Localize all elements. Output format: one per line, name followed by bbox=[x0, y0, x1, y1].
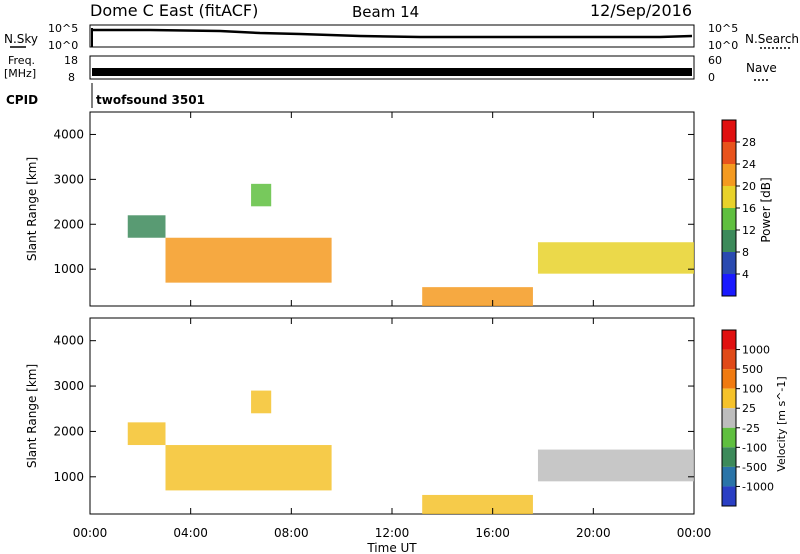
time-tick-label: 00:00 bbox=[677, 526, 712, 540]
power-colorbar-tick-label: 12 bbox=[742, 224, 756, 237]
power-colorbar-segment bbox=[722, 252, 736, 274]
velocity-ytick-label: 1000 bbox=[53, 470, 84, 484]
velocity-ytick-label: 2000 bbox=[53, 424, 84, 438]
power-colorbar-tick-label: 28 bbox=[742, 136, 756, 149]
cpid-program: twofsound 3501 bbox=[96, 93, 205, 107]
power-colorbar-tick-label: 4 bbox=[742, 268, 749, 281]
velocity-scatter-region bbox=[165, 445, 332, 491]
velocity-colorbar-tick-label: -100 bbox=[742, 441, 767, 454]
power-colorbar-segment bbox=[722, 208, 736, 230]
freq-frame bbox=[89, 55, 695, 80]
velocity-colorbar-segment bbox=[722, 427, 736, 448]
power-colorbar-segment bbox=[722, 274, 736, 296]
power-heatmap bbox=[127, 183, 694, 306]
velocity-scatter-region bbox=[537, 449, 694, 482]
velocity-colorbar-tick-label: 100 bbox=[742, 383, 763, 396]
velocity-colorbar-segment bbox=[722, 447, 736, 467]
velocity-colorbar-frame bbox=[721, 329, 737, 507]
time-axis-label: Time UT bbox=[366, 541, 417, 554]
velocity-colorbar-tick-label: 1000 bbox=[742, 344, 770, 357]
beam-title: Beam 14 bbox=[352, 3, 419, 21]
freq-tick-bottom: 8 bbox=[68, 71, 75, 84]
time-tick-label: 04:00 bbox=[173, 526, 208, 540]
power-panel: 4000 3000 2000 1000 Slant Range [km] 28 24 20… bbox=[25, 111, 773, 307]
velocity-colorbar-tick-label: -1000 bbox=[742, 480, 774, 493]
power-ytick-label: 1000 bbox=[53, 262, 84, 276]
velocity-colorbar-tick-label: -500 bbox=[742, 461, 767, 474]
time-axis: 00:00 04:00 08:00 12:00 16:00 20:00 00:00 bbox=[73, 112, 712, 540]
velocity-colorbar-segment bbox=[722, 466, 736, 487]
velocity-colorbar-segment bbox=[722, 388, 736, 409]
nave-tick-bottom: 0 bbox=[708, 71, 715, 84]
power-colorbar-segment bbox=[722, 230, 736, 252]
power-colorbar-tick-label: 20 bbox=[742, 180, 756, 193]
velocity-ytick-label: 3000 bbox=[53, 379, 84, 393]
power-yaxis: 4000 3000 2000 1000 bbox=[53, 127, 694, 276]
velocity-yaxis: 4000 3000 2000 1000 bbox=[53, 334, 694, 484]
velocity-colorbar-segment bbox=[722, 330, 736, 350]
velocity-colorbar-tick-label: 25 bbox=[742, 402, 756, 415]
time-tick-label: 00:00 bbox=[73, 526, 108, 540]
velocity-colorbar-segment bbox=[722, 408, 736, 428]
velocity-scatter-region bbox=[127, 422, 166, 446]
freq-unit: [MHz] bbox=[4, 67, 36, 80]
nsky-tick-top: 10^5 bbox=[48, 22, 78, 35]
freq-band bbox=[92, 68, 692, 76]
power-colorbar: 28 24 20 16 12 8 4 bbox=[721, 119, 756, 297]
velocity-ytick-label: 4000 bbox=[53, 334, 84, 348]
velocity-colorbar-tick-label: 500 bbox=[742, 363, 763, 376]
velocity-colorbar-segment bbox=[722, 486, 736, 506]
power-ylabel: Slant Range [km] bbox=[25, 157, 39, 261]
date-title: 12/Sep/2016 bbox=[590, 1, 692, 20]
power-colorbar-tick-label: 8 bbox=[742, 246, 749, 259]
power-ytick-label: 3000 bbox=[53, 172, 84, 186]
station-title: Dome C East (fitACF) bbox=[90, 1, 258, 20]
time-tick-label: 16:00 bbox=[475, 526, 510, 540]
power-colorbar-segment bbox=[722, 164, 736, 186]
velocity-colorbar-segment bbox=[722, 349, 736, 370]
cpid-label: CPID bbox=[6, 93, 38, 107]
power-colorbar-tick-label: 24 bbox=[742, 158, 756, 171]
velocity-colorbar-segment bbox=[722, 369, 736, 389]
velocity-ylabel: Slant Range [km] bbox=[25, 364, 39, 468]
nsearch-tick-top: 10^5 bbox=[708, 22, 738, 35]
power-colorbar-segment bbox=[722, 142, 736, 164]
power-scatter-region bbox=[537, 242, 694, 274]
nave-tick-top: 60 bbox=[708, 54, 722, 67]
velocity-panel: 4000 3000 2000 1000 Slant Range [km] 1000 50… bbox=[25, 317, 788, 515]
freq-label: Freq. bbox=[8, 54, 35, 67]
power-colorbar-segment bbox=[722, 120, 736, 142]
power-ytick-label: 2000 bbox=[53, 217, 84, 231]
nsky-strip: N.Sky 10^5 10^0 10^5 10^0 N.Search bbox=[4, 22, 799, 52]
velocity-scatter-region bbox=[422, 494, 533, 514]
power-ytick-label: 4000 bbox=[53, 127, 84, 141]
velocity-colorbar-label: Velocity [m s^-1] bbox=[775, 376, 788, 471]
time-tick-label: 20:00 bbox=[576, 526, 611, 540]
nave-label: Nave bbox=[746, 61, 777, 75]
power-colorbar-label: Power [dB] bbox=[759, 177, 773, 242]
nsky-trace bbox=[92, 28, 693, 39]
velocity-heatmap bbox=[127, 390, 694, 514]
power-colorbar-segment bbox=[722, 186, 736, 208]
nsearch-label: N.Search bbox=[745, 32, 799, 46]
time-tick-label: 12:00 bbox=[375, 526, 410, 540]
nsky-frame bbox=[89, 24, 695, 48]
nsky-label: N.Sky bbox=[4, 32, 38, 46]
freq-tick-top: 18 bbox=[64, 54, 78, 67]
time-tick-label: 08:00 bbox=[274, 526, 309, 540]
velocity-scatter-region bbox=[251, 390, 272, 414]
power-scatter-region bbox=[422, 287, 533, 306]
power-scatter-region bbox=[251, 183, 272, 207]
freq-strip: Freq. [MHz] 18 8 60 0 Nave bbox=[4, 54, 777, 84]
power-colorbar-tick-label: 16 bbox=[742, 202, 756, 215]
power-scatter-region bbox=[127, 215, 166, 238]
cpid-strip: CPID twofsound 3501 bbox=[6, 83, 205, 108]
velocity-colorbar-tick-label: -25 bbox=[742, 422, 760, 435]
power-scatter-region bbox=[165, 237, 332, 283]
nsearch-tick-bottom: 10^0 bbox=[708, 39, 738, 52]
nsky-tick-bottom: 10^0 bbox=[48, 39, 78, 52]
velocity-colorbar: 1000 500 100 25 -25 -100 -500 -1000 bbox=[721, 329, 774, 507]
